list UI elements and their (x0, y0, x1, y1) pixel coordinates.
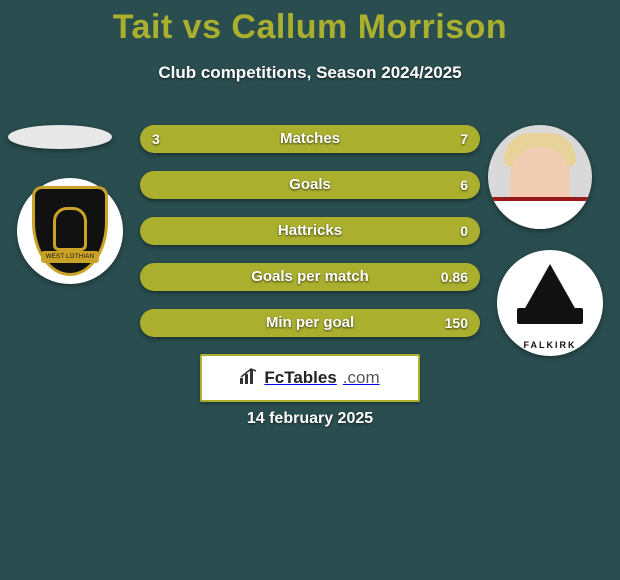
avatar-shoulders (488, 197, 592, 229)
badge-ring-text: FALKIRK (497, 340, 603, 350)
stat-label: Hattricks (140, 217, 480, 245)
player-right-avatar (488, 125, 592, 229)
stat-right-value: 6 (448, 171, 480, 199)
stat-row-hattricks: Hattricks 0 (140, 217, 480, 245)
branding-text-a: FcTables (264, 368, 336, 388)
stat-right-value: 7 (448, 125, 480, 153)
stat-right-value: 0 (448, 217, 480, 245)
branding-link[interactable]: FcTables .com (200, 354, 420, 402)
stat-right-value: 150 (433, 309, 480, 337)
badge-band-text: WEST LOTHIAN (41, 251, 99, 263)
page-title: Tait vs Callum Morrison (0, 0, 620, 47)
steeple-icon (517, 264, 583, 324)
stat-row-goals: Goals 6 (140, 171, 480, 199)
stat-label: Goals (140, 171, 480, 199)
chart-icon (240, 368, 258, 388)
stat-right-value: 0.86 (429, 263, 480, 291)
stat-row-gpm: Goals per match 0.86 (140, 263, 480, 291)
stat-row-mpg: Min per goal 150 (140, 309, 480, 337)
club-badge-right: FALKIRK (497, 250, 603, 356)
comparison-card: Tait vs Callum Morrison Club competition… (0, 0, 620, 580)
stat-row-matches: 3 Matches 7 (140, 125, 480, 153)
stat-label: Matches (140, 125, 480, 153)
page-subtitle: Club competitions, Season 2024/2025 (0, 63, 620, 83)
stat-label: Min per goal (140, 309, 480, 337)
branding-text-b: .com (343, 368, 380, 388)
comparison-date: 14 february 2025 (0, 410, 620, 428)
club-badge-left: WEST LOTHIAN (17, 178, 123, 284)
stats-block: 3 Matches 7 Goals 6 Hattricks 0 Goals pe… (140, 125, 480, 355)
shield-icon: WEST LOTHIAN (32, 186, 108, 276)
player-left-avatar (8, 125, 112, 149)
